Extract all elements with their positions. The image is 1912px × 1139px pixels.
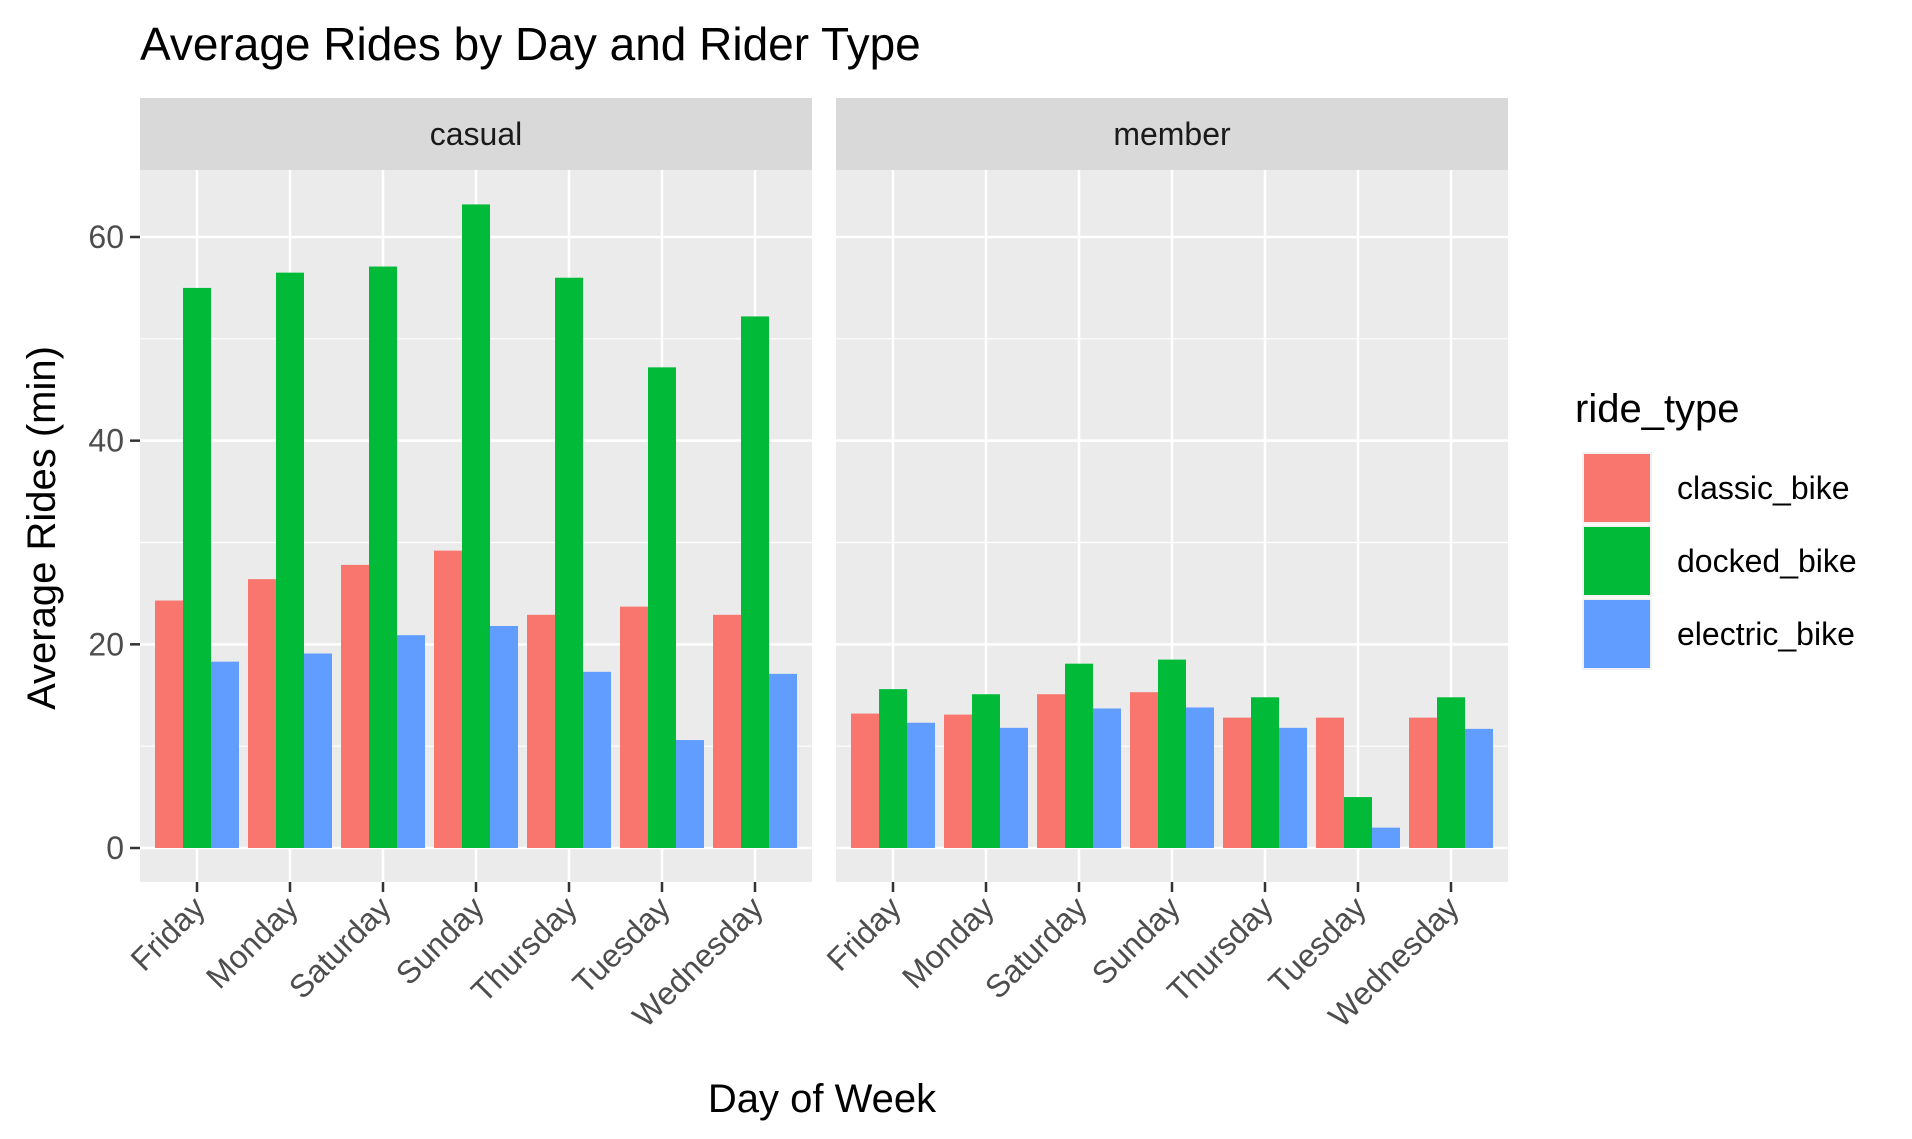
bar-member-friday-electric-bike (907, 722, 935, 848)
y-tick-label: 60 (88, 219, 124, 255)
bar-member-saturday-classic-bike (1037, 694, 1065, 848)
bar-member-thursday-classic-bike (1223, 717, 1251, 848)
bar-member-wednesday-classic-bike (1409, 717, 1437, 848)
legend: ride_type classic_bike docked_bikeelectri… (1575, 387, 1857, 670)
bar-casual-friday-docked-bike (183, 287, 211, 849)
bar-casual-wednesday-classic-bike (713, 614, 741, 848)
bar-casual-wednesday-electric-bike (769, 673, 797, 848)
bar-member-friday-docked-bike (879, 689, 907, 848)
bar-casual-thursday-electric-bike (583, 671, 611, 848)
y-tick-label: 20 (88, 626, 124, 662)
bar-casual-wednesday-docked-bike (741, 316, 769, 848)
bar-casual-monday-electric-bike (304, 653, 332, 848)
bar-casual-monday-classic-bike (248, 579, 276, 848)
bar-member-sunday-docked-bike (1158, 659, 1186, 848)
bar-casual-tuesday-docked-bike (648, 367, 676, 848)
legend-swatch-docked-bike (1584, 527, 1650, 595)
bar-casual-sunday-classic-bike (434, 550, 462, 848)
legend-label-electric-bike: electric_bike (1677, 616, 1855, 652)
bar-member-tuesday-docked-bike (1344, 797, 1372, 848)
bar-member-thursday-docked-bike (1251, 697, 1279, 848)
legend-swatch-classic-bike (1584, 454, 1650, 522)
y-tick-label: 0 (106, 830, 124, 866)
bar-member-sunday-classic-bike (1130, 692, 1158, 848)
bar-member-saturday-electric-bike (1093, 708, 1121, 848)
bar-member-monday-docked-bike (972, 694, 1000, 848)
legend-label-docked-bike: docked_bike (1677, 543, 1857, 579)
bar-casual-tuesday-electric-bike (676, 740, 704, 848)
bar-member-friday-classic-bike (851, 713, 879, 848)
bar-member-thursday-electric-bike (1279, 727, 1307, 848)
bar-member-wednesday-docked-bike (1437, 697, 1465, 848)
bar-casual-friday-classic-bike (155, 600, 183, 848)
bar-casual-saturday-classic-bike (341, 564, 369, 848)
bar-member-sunday-electric-bike (1186, 707, 1214, 848)
bar-member-tuesday-electric-bike (1372, 827, 1400, 848)
facet-strip-label: casual (430, 116, 523, 152)
bar-member-tuesday-classic-bike (1316, 717, 1344, 848)
facet-strip (140, 98, 812, 170)
facet-panel-member: memberFridayMondaySaturdaySundayThursday… (820, 98, 1508, 1034)
facet-strip-label: member (1113, 116, 1231, 152)
bar-casual-thursday-classic-bike (527, 614, 555, 848)
legend-title: ride_type (1575, 387, 1740, 431)
bar-casual-sunday-electric-bike (490, 626, 518, 848)
bar-member-monday-electric-bike (1000, 727, 1028, 848)
bar-casual-thursday-docked-bike (555, 277, 583, 848)
legend-swatch-electric-bike (1584, 600, 1650, 668)
bar-member-wednesday-electric-bike (1465, 728, 1493, 848)
bar-member-monday-classic-bike (944, 714, 972, 848)
bar-casual-saturday-electric-bike (397, 635, 425, 848)
y-tick-label: 40 (88, 423, 124, 459)
bar-member-saturday-docked-bike (1065, 663, 1093, 848)
chart-title: Average Rides by Day and Rider Type (140, 18, 921, 70)
bar-casual-monday-docked-bike (276, 272, 304, 848)
bar-casual-tuesday-classic-bike (620, 606, 648, 848)
y-axis-label: Average Rides (min) (20, 346, 64, 710)
bar-casual-sunday-docked-bike (462, 204, 490, 848)
facet-strip (836, 98, 1508, 170)
bar-casual-friday-electric-bike (211, 661, 239, 848)
bar-casual-saturday-docked-bike (369, 266, 397, 848)
x-axis-label: Day of Week (708, 1077, 937, 1121)
legend-label-classic-bike: classic_bike (1677, 470, 1850, 506)
